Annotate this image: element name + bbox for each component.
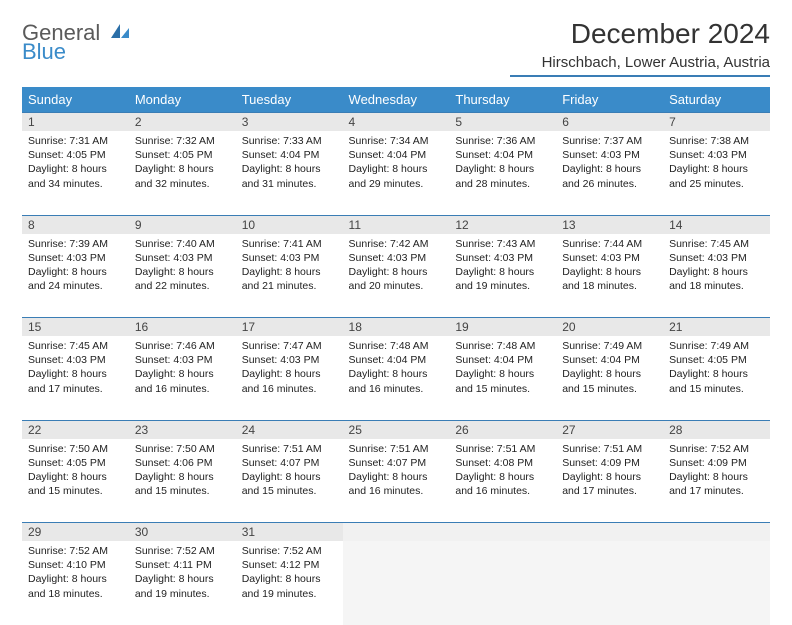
- day-data-cell: Sunrise: 7:51 AMSunset: 4:07 PMDaylight:…: [236, 439, 343, 523]
- day-data-cell: Sunrise: 7:36 AMSunset: 4:04 PMDaylight:…: [449, 131, 556, 215]
- day-number-cell: 31: [236, 523, 343, 542]
- day-data-cell: Sunrise: 7:37 AMSunset: 4:03 PMDaylight:…: [556, 131, 663, 215]
- day-number-cell: 29: [22, 523, 129, 542]
- day-data-cell: Sunrise: 7:47 AMSunset: 4:03 PMDaylight:…: [236, 336, 343, 420]
- day-data-cell: Sunrise: 7:48 AMSunset: 4:04 PMDaylight:…: [449, 336, 556, 420]
- day-number-cell: [449, 523, 556, 542]
- weekday-header: Saturday: [663, 87, 770, 113]
- weekday-header-row: SundayMondayTuesdayWednesdayThursdayFrid…: [22, 87, 770, 113]
- day-data-cell: Sunrise: 7:51 AMSunset: 4:08 PMDaylight:…: [449, 439, 556, 523]
- day-number-cell: [556, 523, 663, 542]
- weekday-header: Monday: [129, 87, 236, 113]
- day-data-cell: Sunrise: 7:45 AMSunset: 4:03 PMDaylight:…: [22, 336, 129, 420]
- day-data-cell: [343, 541, 450, 625]
- day-number-row: 1234567: [22, 113, 770, 132]
- day-number-cell: 5: [449, 113, 556, 132]
- day-number-cell: [663, 523, 770, 542]
- day-data-cell: Sunrise: 7:49 AMSunset: 4:04 PMDaylight:…: [556, 336, 663, 420]
- day-number-cell: 7: [663, 113, 770, 132]
- day-number-cell: 21: [663, 318, 770, 337]
- day-data-cell: Sunrise: 7:51 AMSunset: 4:09 PMDaylight:…: [556, 439, 663, 523]
- day-data-cell: Sunrise: 7:46 AMSunset: 4:03 PMDaylight:…: [129, 336, 236, 420]
- day-data-cell: Sunrise: 7:31 AMSunset: 4:05 PMDaylight:…: [22, 131, 129, 215]
- day-data-cell: Sunrise: 7:32 AMSunset: 4:05 PMDaylight:…: [129, 131, 236, 215]
- day-data-row: Sunrise: 7:39 AMSunset: 4:03 PMDaylight:…: [22, 234, 770, 318]
- day-number-cell: 14: [663, 215, 770, 234]
- title-block: December 2024 Hirschbach, Lower Austria,…: [510, 18, 770, 77]
- day-data-cell: Sunrise: 7:41 AMSunset: 4:03 PMDaylight:…: [236, 234, 343, 318]
- day-number-cell: 12: [449, 215, 556, 234]
- day-data-cell: Sunrise: 7:38 AMSunset: 4:03 PMDaylight:…: [663, 131, 770, 215]
- day-number-cell: 13: [556, 215, 663, 234]
- weekday-header: Wednesday: [343, 87, 450, 113]
- day-data-cell: Sunrise: 7:50 AMSunset: 4:06 PMDaylight:…: [129, 439, 236, 523]
- day-number-cell: 1: [22, 113, 129, 132]
- day-data-cell: Sunrise: 7:50 AMSunset: 4:05 PMDaylight:…: [22, 439, 129, 523]
- day-data-cell: Sunrise: 7:52 AMSunset: 4:09 PMDaylight:…: [663, 439, 770, 523]
- location-label: Hirschbach, Lower Austria, Austria: [510, 54, 770, 77]
- logo-text-blue: Blue: [22, 39, 66, 64]
- logo-text-wrap: General Blue: [22, 22, 131, 68]
- day-data-cell: Sunrise: 7:52 AMSunset: 4:12 PMDaylight:…: [236, 541, 343, 625]
- day-data-cell: Sunrise: 7:44 AMSunset: 4:03 PMDaylight:…: [556, 234, 663, 318]
- day-number-cell: 15: [22, 318, 129, 337]
- weekday-header: Friday: [556, 87, 663, 113]
- month-title: December 2024: [510, 18, 770, 50]
- day-number-cell: 23: [129, 420, 236, 439]
- day-number-cell: 18: [343, 318, 450, 337]
- day-number-cell: 16: [129, 318, 236, 337]
- day-data-cell: Sunrise: 7:33 AMSunset: 4:04 PMDaylight:…: [236, 131, 343, 215]
- day-number-cell: 28: [663, 420, 770, 439]
- day-data-row: Sunrise: 7:45 AMSunset: 4:03 PMDaylight:…: [22, 336, 770, 420]
- weekday-header: Tuesday: [236, 87, 343, 113]
- day-data-cell: Sunrise: 7:51 AMSunset: 4:07 PMDaylight:…: [343, 439, 450, 523]
- day-number-cell: 19: [449, 318, 556, 337]
- logo: General Blue: [22, 22, 131, 68]
- day-data-cell: Sunrise: 7:45 AMSunset: 4:03 PMDaylight:…: [663, 234, 770, 318]
- day-data-cell: [556, 541, 663, 625]
- day-number-row: 22232425262728: [22, 420, 770, 439]
- day-number-row: 891011121314: [22, 215, 770, 234]
- day-number-cell: 30: [129, 523, 236, 542]
- weekday-header: Thursday: [449, 87, 556, 113]
- header: General Blue December 2024 Hirschbach, L…: [22, 18, 770, 77]
- day-number-cell: 4: [343, 113, 450, 132]
- day-data-cell: Sunrise: 7:48 AMSunset: 4:04 PMDaylight:…: [343, 336, 450, 420]
- day-number-cell: 10: [236, 215, 343, 234]
- day-data-cell: Sunrise: 7:52 AMSunset: 4:11 PMDaylight:…: [129, 541, 236, 625]
- day-number-cell: 11: [343, 215, 450, 234]
- day-data-cell: [449, 541, 556, 625]
- weekday-header: Sunday: [22, 87, 129, 113]
- day-data-row: Sunrise: 7:52 AMSunset: 4:10 PMDaylight:…: [22, 541, 770, 625]
- day-number-cell: 26: [449, 420, 556, 439]
- day-number-cell: 8: [22, 215, 129, 234]
- day-number-cell: 20: [556, 318, 663, 337]
- day-data-cell: [663, 541, 770, 625]
- day-number-cell: 24: [236, 420, 343, 439]
- day-number-cell: 25: [343, 420, 450, 439]
- day-number-row: 15161718192021: [22, 318, 770, 337]
- calendar-table: SundayMondayTuesdayWednesdayThursdayFrid…: [22, 87, 770, 625]
- day-data-cell: Sunrise: 7:34 AMSunset: 4:04 PMDaylight:…: [343, 131, 450, 215]
- day-data-row: Sunrise: 7:31 AMSunset: 4:05 PMDaylight:…: [22, 131, 770, 215]
- logo-sail-icon: [109, 27, 131, 44]
- day-data-cell: Sunrise: 7:52 AMSunset: 4:10 PMDaylight:…: [22, 541, 129, 625]
- day-number-cell: [343, 523, 450, 542]
- day-data-cell: Sunrise: 7:43 AMSunset: 4:03 PMDaylight:…: [449, 234, 556, 318]
- day-number-cell: 3: [236, 113, 343, 132]
- day-number-cell: 17: [236, 318, 343, 337]
- day-data-cell: Sunrise: 7:40 AMSunset: 4:03 PMDaylight:…: [129, 234, 236, 318]
- day-number-cell: 6: [556, 113, 663, 132]
- day-data-cell: Sunrise: 7:49 AMSunset: 4:05 PMDaylight:…: [663, 336, 770, 420]
- day-number-cell: 27: [556, 420, 663, 439]
- day-data-row: Sunrise: 7:50 AMSunset: 4:05 PMDaylight:…: [22, 439, 770, 523]
- day-number-cell: 2: [129, 113, 236, 132]
- day-data-cell: Sunrise: 7:39 AMSunset: 4:03 PMDaylight:…: [22, 234, 129, 318]
- day-data-cell: Sunrise: 7:42 AMSunset: 4:03 PMDaylight:…: [343, 234, 450, 318]
- day-number-cell: 22: [22, 420, 129, 439]
- day-number-row: 293031: [22, 523, 770, 542]
- day-number-cell: 9: [129, 215, 236, 234]
